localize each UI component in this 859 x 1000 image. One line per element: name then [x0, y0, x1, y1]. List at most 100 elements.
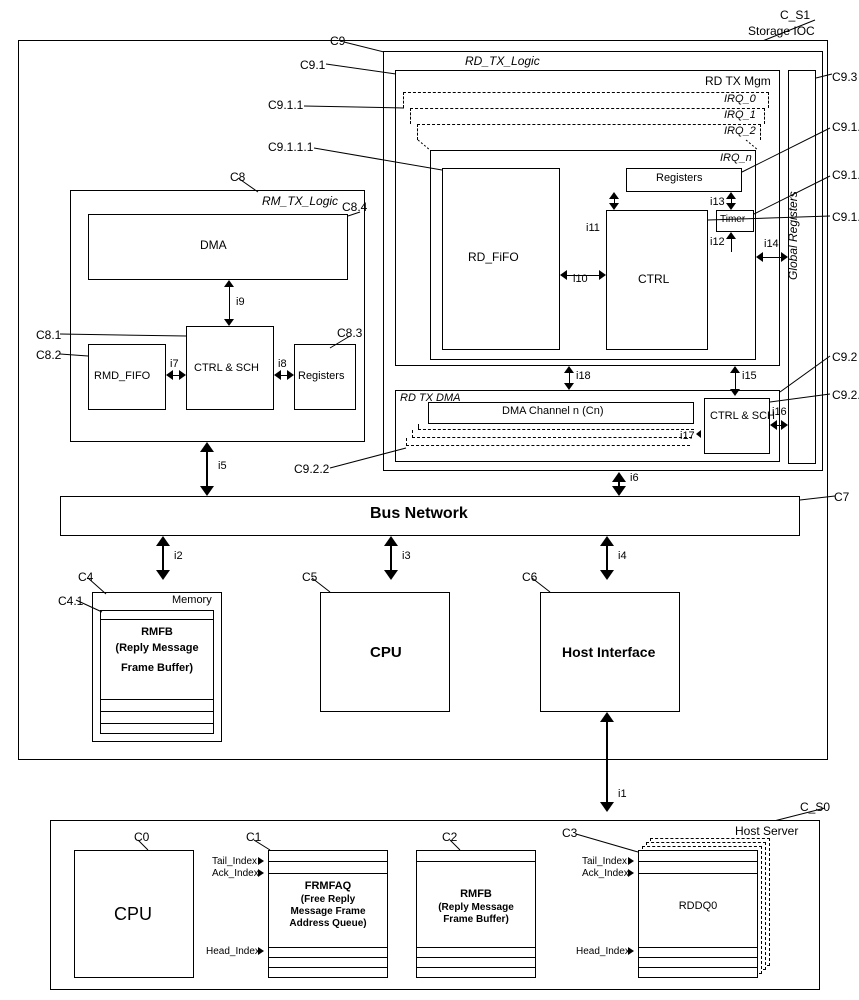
c9-2: C9.2: [832, 350, 857, 364]
i17: i17: [680, 430, 695, 442]
i13-arrow: [726, 192, 736, 210]
c9-1-1-4: C9.1.1.4: [832, 120, 859, 134]
rm-regs-label: Registers: [298, 370, 344, 382]
irq2-box: [417, 124, 761, 140]
i5-arrow: [200, 442, 214, 496]
ack1-arr: [258, 869, 268, 877]
i8-arrow: [274, 370, 294, 380]
irq1: IRQ_1: [724, 109, 756, 121]
rd-tx-title: RD_TX_Logic: [465, 54, 540, 68]
i2: i2: [174, 550, 183, 562]
c9-1: C9.1: [300, 58, 325, 72]
c8-4: C8.4: [342, 200, 367, 214]
rd-fifo-label: RD_FiFO: [468, 250, 519, 264]
i12-arrow: [726, 232, 736, 252]
i17-arrow: [696, 430, 704, 438]
dma-ch-label: DMA Channel n (Cn): [502, 405, 604, 417]
i6: i6: [630, 472, 639, 484]
i16-arrow: [770, 420, 788, 430]
memory-title: Memory: [172, 594, 212, 606]
c1: C1: [246, 830, 261, 844]
storage-ioc-title: Storage IOC: [748, 24, 815, 38]
irq2: IRQ_2: [724, 125, 756, 137]
rd-tx-mgm-title: RD TX Mgm: [705, 74, 771, 88]
host-rmfb-s2: Frame Buffer): [416, 914, 536, 925]
c8-3: C8.3: [337, 326, 362, 340]
dma-ctrl-sch-label: CTRL & SCH: [710, 410, 764, 422]
i6-arrow: [612, 472, 626, 496]
host-rmfb-t: RMFB: [416, 888, 536, 900]
rm-ctrl-sch-label: CTRL & SCH: [194, 362, 259, 374]
irq1-box: [410, 108, 765, 124]
i1-arrow: [600, 712, 614, 812]
timer-label: Timer: [720, 214, 745, 225]
i13: i13: [710, 196, 725, 208]
frmfaq-s3: Address Queue): [268, 918, 388, 929]
c8: C8: [230, 170, 245, 184]
label-cs0: C_S0: [800, 800, 830, 814]
frmfaq-t: FRMFAQ: [268, 880, 388, 892]
global-regs-label: Global Registers: [786, 140, 800, 280]
i18-arrow: [564, 366, 574, 390]
rmfb-s1: (Reply Message: [104, 642, 210, 654]
dma-ch-2: [412, 430, 692, 438]
c9-2-2: C9.2.2: [294, 462, 329, 476]
i16: i16: [772, 406, 787, 418]
c3: C3: [562, 826, 577, 840]
i4-arrow: [600, 536, 614, 580]
i7-arrow: [166, 370, 186, 380]
tail1-arr: [258, 857, 268, 865]
i9: i9: [236, 296, 245, 308]
i15-arrow: [730, 366, 740, 396]
frmfaq-s1: (Free Reply: [268, 894, 388, 905]
regs-label: Registers: [656, 172, 702, 184]
i3-arrow: [384, 536, 398, 580]
i15: i15: [742, 370, 757, 382]
c8-2: C8.2: [36, 348, 61, 362]
c5: C5: [302, 570, 317, 584]
frmfaq-s2: Message Frame: [268, 906, 388, 917]
host-if-label: Host Interface: [562, 644, 655, 660]
host-server-title: Host Server: [735, 824, 798, 838]
i1: i1: [618, 788, 627, 800]
i8: i8: [278, 358, 287, 370]
c9-1-1-1: C9.1.1.1: [268, 140, 313, 154]
tail2-arr: [628, 857, 638, 865]
c8-1: C8.1: [36, 328, 61, 342]
ack1: Ack_Index: [212, 868, 259, 879]
i11-arrow: [609, 192, 619, 210]
c9-1-1-3: C9.1.1.3: [832, 168, 859, 182]
c9-2-1: C9.2.1: [832, 388, 859, 402]
ack2-arr: [628, 869, 638, 877]
rddq0: [638, 850, 758, 978]
i5: i5: [218, 460, 227, 472]
dma-ch-3: [406, 438, 690, 446]
c6: C6: [522, 570, 537, 584]
label-cs1: C_S1: [780, 8, 810, 22]
c9-1-1-2: C9.1.1.2: [832, 210, 859, 224]
c9: C9: [330, 34, 345, 48]
irq0: IRQ_0: [724, 93, 756, 105]
dma-ch-1: [418, 424, 694, 430]
i2-arrow: [156, 536, 170, 580]
i4: i4: [618, 550, 627, 562]
ctrl-label: CTRL: [638, 272, 669, 286]
i10: i10: [573, 273, 588, 285]
i18: i18: [576, 370, 591, 382]
c0: C0: [134, 830, 149, 844]
tail1: Tail_Index: [212, 856, 257, 867]
cpu-label: CPU: [370, 644, 402, 661]
host-rmfb-s1: (Reply Message: [416, 902, 536, 913]
c7: C7: [834, 490, 849, 504]
c4: C4: [78, 570, 93, 584]
i14-arrow: [756, 252, 788, 262]
ack2: Ack_Index: [582, 868, 629, 879]
irq-n: IRQ_n: [720, 152, 752, 164]
irq0-box: [403, 92, 769, 108]
tail2: Tail_Index: [582, 856, 627, 867]
rmfb-s2: Frame Buffer): [104, 662, 210, 674]
i12: i12: [710, 236, 725, 248]
dma-label: DMA: [200, 238, 227, 252]
i3: i3: [402, 550, 411, 562]
c4-1: C4.1: [58, 594, 83, 608]
